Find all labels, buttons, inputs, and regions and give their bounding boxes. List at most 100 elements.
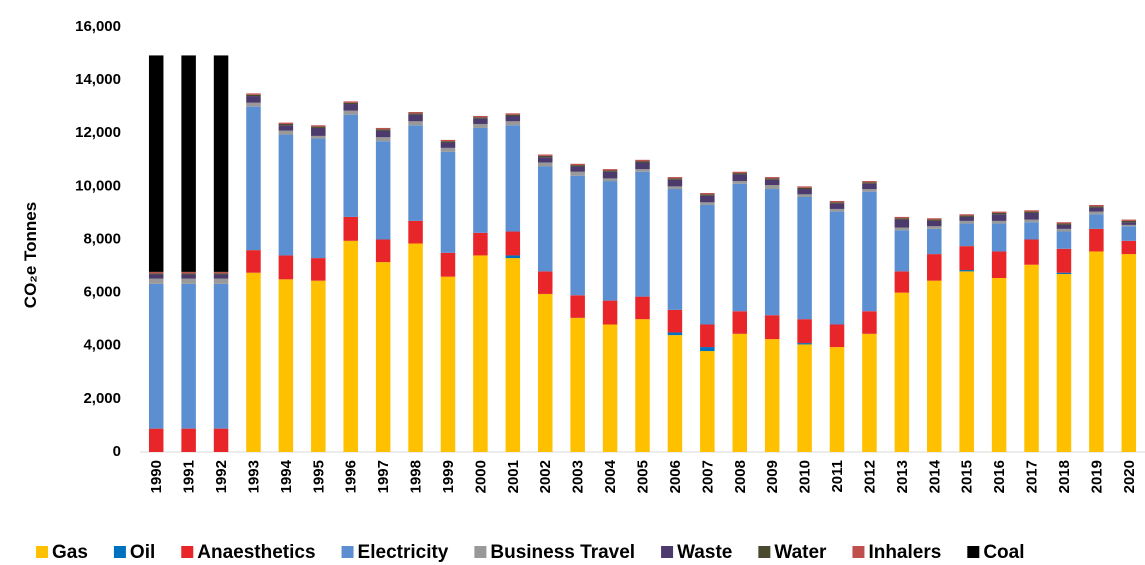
bar-segment xyxy=(1024,219,1039,223)
bar-segment xyxy=(959,220,974,224)
bar-segment xyxy=(408,112,423,114)
bar-segment xyxy=(246,250,261,273)
bar-segment xyxy=(343,114,358,217)
bar-segment xyxy=(311,258,326,281)
bar-segment xyxy=(473,255,488,452)
y-tick-label: 0 xyxy=(113,443,121,460)
bar-segment xyxy=(311,125,326,127)
bar-segment xyxy=(505,231,521,256)
bar-segment xyxy=(829,200,845,203)
bar-segment xyxy=(440,252,456,277)
bar-segment xyxy=(635,296,650,320)
x-tick-label: 2017 xyxy=(1024,460,1041,493)
bar-segment xyxy=(602,300,618,325)
bar-segment xyxy=(732,183,748,312)
bar-segment xyxy=(927,280,942,452)
bar-segment xyxy=(862,183,877,190)
bar-segment xyxy=(927,228,942,255)
bar-segment xyxy=(1121,226,1137,241)
bar-segment xyxy=(1056,224,1072,229)
bar-segment xyxy=(667,178,683,180)
x-tick-label: 2001 xyxy=(505,460,522,493)
bar-segment xyxy=(797,197,812,320)
bar-segment xyxy=(862,333,877,452)
y-tick-label: 10,000 xyxy=(75,177,121,194)
bar-segment xyxy=(246,93,261,95)
bar-segment xyxy=(408,114,423,122)
bar-segment xyxy=(1121,224,1137,227)
bar-segment xyxy=(408,243,423,452)
bar-segment xyxy=(311,127,326,136)
bar-segment xyxy=(764,189,780,316)
bar-segment xyxy=(375,262,391,452)
bar-segment xyxy=(829,203,845,209)
bar-segment xyxy=(181,428,196,452)
bar-segment xyxy=(181,271,196,274)
bar-segment xyxy=(732,171,748,174)
bar-segment xyxy=(764,315,780,340)
bar-segment xyxy=(375,239,391,263)
bar-segment xyxy=(991,212,1007,215)
legend-label: Inhalers xyxy=(868,542,941,563)
bar-segment xyxy=(473,118,488,124)
bar-segment xyxy=(959,216,974,221)
bar-segment xyxy=(537,155,553,158)
bar-segment xyxy=(894,216,910,219)
bar-segment xyxy=(278,125,294,131)
bar-segment xyxy=(1121,220,1137,223)
bar-segment xyxy=(375,129,391,131)
bar-segment xyxy=(537,157,553,163)
bar-segment xyxy=(667,335,683,452)
x-tick-label: 2010 xyxy=(797,460,814,493)
x-tick-label: 2008 xyxy=(732,460,749,493)
bar-segment xyxy=(570,171,585,176)
bar-segment xyxy=(732,173,748,175)
bar-segment xyxy=(1121,254,1137,452)
bar-segment xyxy=(1056,222,1072,224)
bar-segment xyxy=(148,55,164,272)
bar-segment xyxy=(570,163,585,166)
bar-segment xyxy=(635,161,650,163)
bar-segment xyxy=(1089,214,1104,229)
bar-segment xyxy=(1089,228,1104,252)
bar-segment xyxy=(505,113,521,115)
bar-segment xyxy=(991,211,1007,213)
x-tick-label: 2020 xyxy=(1121,460,1138,493)
y-tick-label: 12,000 xyxy=(75,124,121,141)
bar-segment xyxy=(700,202,715,205)
bar-segment xyxy=(375,130,391,138)
bar-segment xyxy=(1089,207,1104,212)
legend-label: Coal xyxy=(983,542,1024,563)
bar-segment xyxy=(829,211,845,325)
bar-segment xyxy=(602,181,618,301)
bar-segment xyxy=(440,141,456,143)
x-tick-label: 2006 xyxy=(667,460,684,493)
bar-segment xyxy=(181,273,196,275)
bar-segment xyxy=(278,122,294,124)
legend-swatch xyxy=(181,546,194,558)
bar-segment xyxy=(667,332,683,336)
bar-segment xyxy=(148,274,164,279)
legend-label: Oil xyxy=(130,542,155,563)
bar-segment xyxy=(1024,210,1039,212)
x-tick-label: 2013 xyxy=(894,460,911,493)
bar-segment xyxy=(278,279,294,452)
bar-segment xyxy=(959,271,974,452)
x-tick-label: 2012 xyxy=(861,460,878,493)
bar-segment xyxy=(408,220,423,244)
bar-segment xyxy=(505,121,521,126)
bar-segment xyxy=(991,223,1007,252)
bar-segment xyxy=(375,137,391,142)
bar-segment xyxy=(959,215,974,217)
bar-segment xyxy=(829,347,845,452)
x-tick-label: 1991 xyxy=(181,460,198,493)
bar-segment xyxy=(927,226,942,229)
bar-segment xyxy=(213,283,229,429)
bar-segment xyxy=(570,317,585,452)
bar-segment xyxy=(1024,212,1039,220)
bar-segment xyxy=(927,219,942,221)
bar-segment xyxy=(959,246,974,271)
bar-segment xyxy=(764,179,780,186)
x-tick-label: 2005 xyxy=(635,460,652,493)
bar-segment xyxy=(213,271,229,274)
